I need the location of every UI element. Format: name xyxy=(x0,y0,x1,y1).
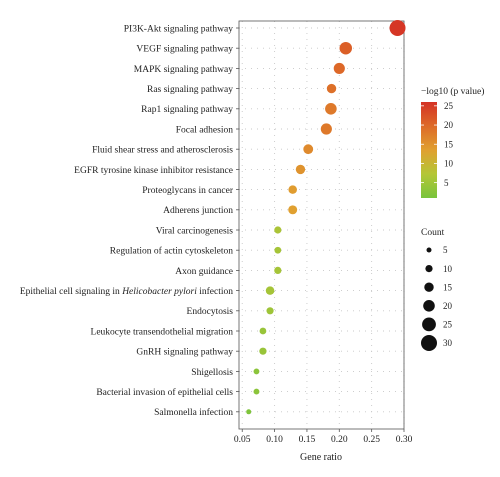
category-label: PI3K-Akt signaling pathway xyxy=(124,24,233,34)
x-tick-label: 0.20 xyxy=(331,435,348,445)
color-tick-label: 5 xyxy=(444,178,449,188)
color-tick-label: 20 xyxy=(444,120,454,130)
size-legend-dot xyxy=(425,265,433,273)
color-legend-ticks: 5 10 15 20 25 xyxy=(421,101,454,188)
data-point xyxy=(320,123,332,135)
grid xyxy=(239,21,405,429)
size-legend-dot xyxy=(426,247,432,253)
data-point xyxy=(333,62,345,74)
category-label: Fluid shear stress and atherosclerosis xyxy=(92,146,233,156)
data-point xyxy=(288,205,298,215)
category-label: Leukocyte transendothelial migration xyxy=(91,327,234,337)
size-legend-dot xyxy=(422,317,436,332)
size-legend-dot xyxy=(423,300,435,312)
data-point xyxy=(288,185,297,194)
size-legend-label: 30 xyxy=(443,338,453,348)
category-label: Axon guidance xyxy=(175,267,233,277)
data-point xyxy=(246,409,252,415)
plot-frame xyxy=(238,20,405,430)
data-point xyxy=(274,266,282,274)
data-point xyxy=(265,286,275,295)
category-label: Rap1 signaling pathway xyxy=(141,105,233,115)
category-label: Adherens junction xyxy=(163,206,233,216)
category-label: MAPK signaling pathway xyxy=(134,65,233,75)
size-legend-dot xyxy=(424,282,434,292)
data-point xyxy=(253,388,260,395)
category-label: Bacterial invasion of epithelial cells xyxy=(96,387,233,398)
size-legend-label: 5 xyxy=(443,245,448,255)
data-point xyxy=(266,307,274,315)
data-point xyxy=(339,41,353,55)
category-label: Viral carcinogenesis xyxy=(156,226,234,236)
data-points xyxy=(246,20,406,415)
x-tick-label: 0.30 xyxy=(396,435,413,445)
color-bar xyxy=(421,102,437,198)
data-point xyxy=(295,164,306,175)
size-legend-label: 20 xyxy=(443,301,453,311)
category-label: Focal adhesion xyxy=(176,125,234,135)
data-point xyxy=(259,327,267,335)
category-label: Proteoglycans in cancer xyxy=(142,186,234,196)
data-point xyxy=(325,103,337,115)
data-point xyxy=(274,246,282,254)
data-point xyxy=(303,144,314,155)
size-legend-label: 25 xyxy=(443,320,453,330)
color-tick-label: 10 xyxy=(444,159,454,169)
data-point xyxy=(389,20,406,36)
category-label: GnRH signaling pathway xyxy=(136,348,233,358)
data-point xyxy=(326,83,337,94)
size-legend: 5 10 15 20 25 30 xyxy=(421,245,453,351)
size-legend-dot xyxy=(421,335,437,351)
category-label: Shigellosis xyxy=(191,368,233,378)
category-label: Endocytosis xyxy=(187,307,234,317)
size-legend-label: 10 xyxy=(443,264,453,274)
color-tick-label: 15 xyxy=(444,139,454,149)
category-labels: PI3K-Akt signaling pathway VEGF signaling… xyxy=(20,24,239,418)
x-tick-label: 0.15 xyxy=(299,435,316,445)
size-legend-label: 15 xyxy=(443,282,453,292)
x-tick-label: 0.10 xyxy=(266,435,283,445)
size-legend-title: Count xyxy=(421,228,445,238)
x-axis-title: Gene ratio xyxy=(300,452,342,463)
data-point xyxy=(253,368,260,375)
x-axis-ticks: 0.05 0.10 0.15 0.20 0.25 0.30 xyxy=(234,429,413,445)
x-tick-label: 0.25 xyxy=(363,435,380,445)
category-label: EGFR tyrosine kinase inhibitor resistanc… xyxy=(74,166,233,176)
data-point xyxy=(259,347,267,355)
x-tick-label: 0.05 xyxy=(234,435,251,445)
color-legend-title: −log10 (p value) xyxy=(421,86,484,97)
color-tick-label: 25 xyxy=(444,101,454,111)
category-label: Epithelial cell signaling in Helicobacte… xyxy=(20,286,233,297)
data-point xyxy=(274,226,282,234)
category-label: Regulation of actin cytoskeleton xyxy=(110,246,233,257)
category-label: VEGF signaling pathway xyxy=(136,45,233,55)
category-label: Ras signaling pathway xyxy=(147,85,233,95)
category-label: Salmonella infection xyxy=(154,407,233,418)
